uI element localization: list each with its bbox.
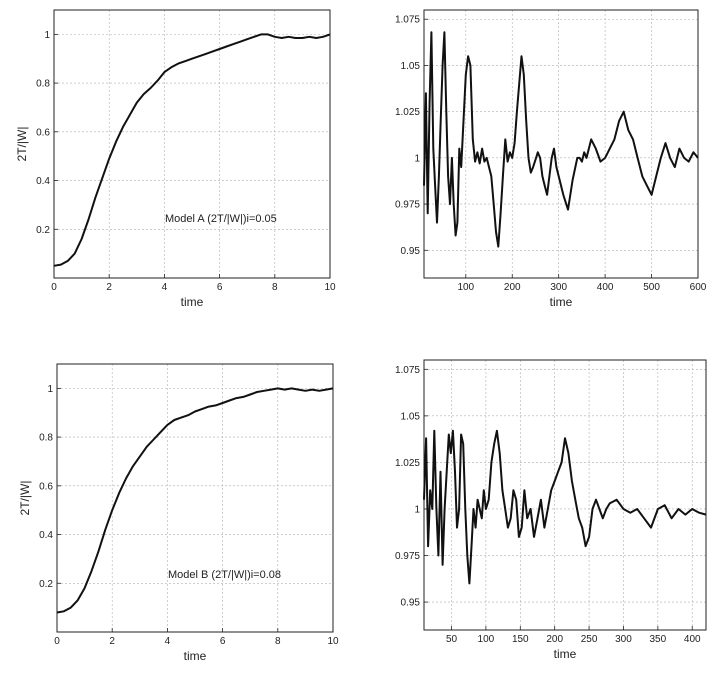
x-axis-label: time [550, 295, 573, 309]
y-tick-label: 1.025 [395, 107, 420, 118]
y-axis-label: 2T/|W| [15, 127, 29, 162]
y-tick-label: 1.05 [401, 411, 421, 422]
x-tick-label: 350 [650, 634, 667, 645]
y-tick-label: 0.8 [39, 433, 53, 444]
x-axis-label: time [554, 647, 577, 661]
x-tick-label: 400 [597, 282, 614, 293]
x-tick-label: 250 [581, 634, 598, 645]
x-tick-label: 10 [327, 636, 339, 647]
x-tick-label: 150 [512, 634, 529, 645]
x-tick-label: 2 [109, 636, 115, 647]
x-tick-label: 600 [690, 282, 707, 293]
plot-frame [53, 9, 331, 279]
x-tick-label: 4 [165, 636, 171, 647]
y-tick-label: 1 [414, 153, 420, 164]
y-tick-label: 0.975 [395, 551, 420, 562]
x-tick-label: 10 [324, 282, 336, 293]
y-tick-label: 0.2 [39, 579, 53, 590]
y-tick-label: 1.075 [395, 15, 420, 26]
series-line-a-right [423, 31, 699, 248]
y-tick-label: 0.95 [401, 598, 421, 609]
x-tick-label: 50 [446, 634, 458, 645]
y-tick-label: 0.8 [36, 79, 50, 90]
x-axis-label: time [181, 295, 204, 309]
x-tick-label: 200 [546, 634, 563, 645]
x-tick-label: 4 [162, 282, 168, 293]
y-tick-label: 0.6 [36, 127, 50, 138]
x-tick-label: 6 [217, 282, 223, 293]
y-tick-label: 0.975 [395, 200, 420, 211]
y-tick-label: 0.95 [401, 246, 421, 257]
y-tick-label: 0.6 [39, 481, 53, 492]
series-line-b-right [423, 429, 707, 585]
x-tick-label: 8 [275, 636, 281, 647]
x-tick-label: 0 [51, 282, 57, 293]
x-tick-label: 300 [615, 634, 632, 645]
y-tick-label: 1.075 [395, 365, 420, 376]
y-tick-label: 1 [47, 384, 53, 395]
plot-frame [56, 363, 334, 633]
x-tick-label: 6 [220, 636, 226, 647]
model-annotation: Model B (2T/|W|)i=0.08 [168, 569, 281, 581]
x-tick-label: 0 [54, 636, 60, 647]
x-tick-label: 200 [504, 282, 521, 293]
series-line-a-left [53, 33, 331, 267]
model-annotation: Model A (2T/|W|)i=0.05 [165, 213, 277, 225]
chart-panel-a-right: 100 200 300 400 500 600 0.95 0.975 1 1.025 1.05 1.0… [395, 9, 707, 309]
plot-frame [423, 9, 699, 279]
y-axis-label: 2T/|W| [18, 481, 32, 516]
y-tick-label: 1 [44, 30, 50, 41]
series-line-b-left [56, 387, 334, 614]
chart-panel-a-left: 0 2 4 6 8 10 0.2 0.4 0.6 0.8 1 time 2T/|W| Model A (2… [15, 9, 336, 309]
x-tick-label: 100 [478, 634, 495, 645]
y-tick-label: 1.05 [401, 61, 421, 72]
x-tick-label: 300 [550, 282, 567, 293]
chart-panel-b-left: 0 2 4 6 8 10 0.2 0.4 0.6 0.8 1 time 2T/|W| Model B (2… [18, 363, 339, 663]
y-tick-label: 1.025 [395, 458, 420, 469]
x-tick-label: 100 [457, 282, 474, 293]
x-axis-label: time [184, 649, 207, 663]
x-tick-label: 400 [684, 634, 701, 645]
x-tick-label: 500 [643, 282, 660, 293]
y-tick-label: 0.2 [36, 225, 50, 236]
plot-frame [423, 359, 707, 631]
y-tick-label: 0.4 [39, 530, 53, 541]
chart-panel-b-right: 50 100 150 200 250 300 350 400 0.95 0.975 1 1.025 1.… [395, 359, 707, 661]
y-tick-label: 0.4 [36, 176, 50, 187]
x-tick-label: 2 [106, 282, 112, 293]
x-tick-label: 8 [272, 282, 278, 293]
y-tick-label: 1 [414, 504, 420, 515]
